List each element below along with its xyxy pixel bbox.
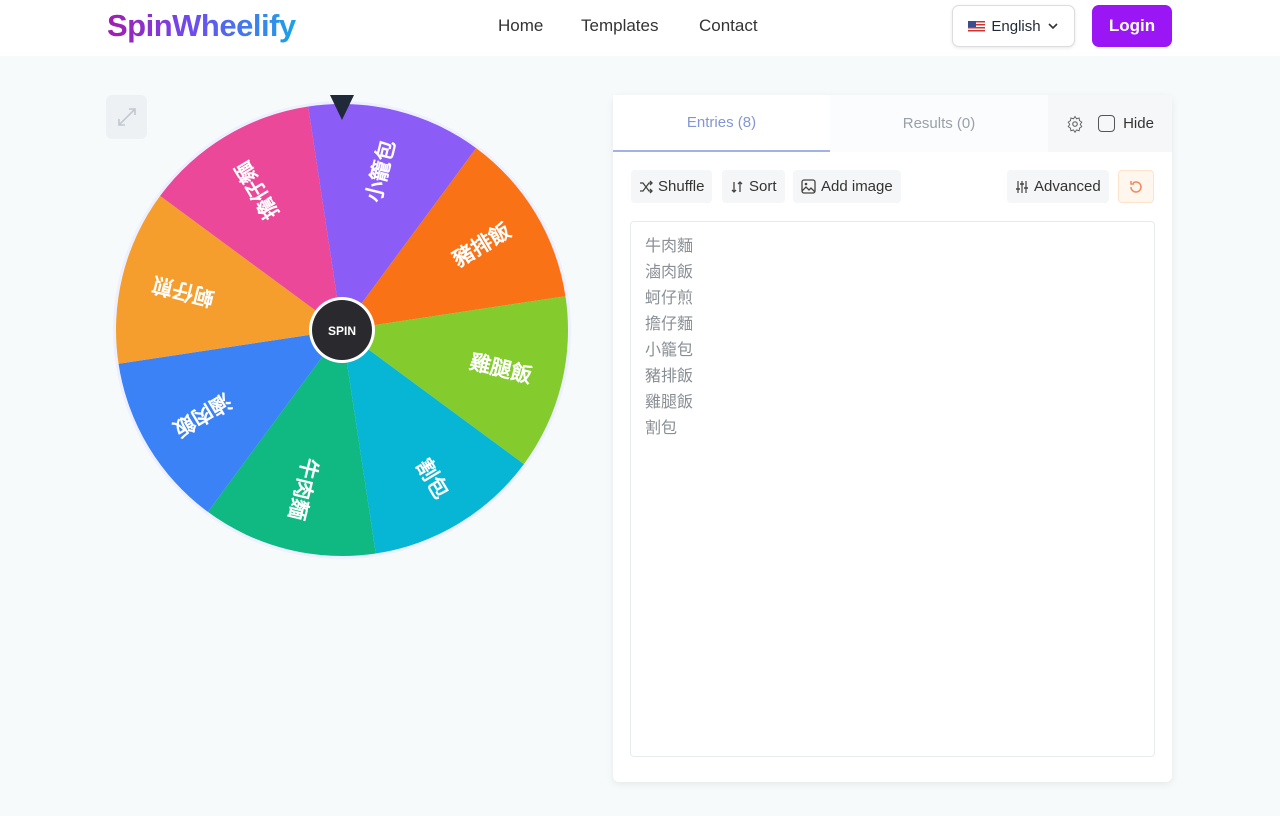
spin-button[interactable]: [312, 300, 372, 360]
reset-button[interactable]: [1118, 170, 1154, 203]
entry-line: 滷肉飯: [645, 264, 694, 281]
sort-label: Sort: [749, 178, 777, 195]
language-label: English: [991, 17, 1041, 35]
gear-icon[interactable]: [1066, 115, 1084, 133]
nav-contact[interactable]: Contact: [699, 16, 758, 35]
wheel-segment: [115, 195, 342, 364]
pointer-icon: [330, 95, 354, 120]
nav-templates[interactable]: Templates: [581, 16, 659, 35]
spin-label: SPIN: [328, 324, 356, 338]
tab-settings-area: Hide: [1048, 95, 1172, 152]
wheel-segment: [342, 330, 524, 554]
wheel-segment: [308, 103, 477, 330]
entry-line: 豬排飯: [645, 368, 694, 385]
hide-toggle[interactable]: Hide: [1098, 115, 1154, 132]
hide-checkbox[interactable]: [1098, 115, 1116, 132]
chevron-down-icon: [1048, 23, 1058, 30]
entry-line: 蚵仔煎: [645, 290, 694, 307]
header: SpinWheelify Home Templates Contact Engl…: [0, 0, 1280, 56]
tab-results[interactable]: Results (0): [830, 95, 1048, 152]
entries-textarea[interactable]: 牛肉麵滷肉飯蚵仔煎擔仔麵小籠包豬排飯雞腿飯割包: [630, 221, 1155, 757]
advanced-label: Advanced: [1034, 178, 1101, 195]
entry-line: 割包: [645, 420, 678, 437]
hide-label: Hide: [1123, 115, 1154, 132]
logo[interactable]: SpinWheelify: [107, 8, 296, 43]
login-button[interactable]: Login: [1092, 5, 1172, 47]
wheel-segment: [342, 148, 566, 330]
wheel-segment: [207, 330, 376, 556]
sliders-icon: [1016, 180, 1028, 193]
entry-line: 小籠包: [645, 342, 694, 359]
reset-icon: [1130, 180, 1142, 193]
nav-home[interactable]: Home: [498, 16, 544, 35]
wheel-segment: [342, 296, 568, 465]
entry-line: 牛肉麵: [645, 238, 694, 255]
entries-panel: Entries (8) Results (0) Hide Shuffle Sor…: [613, 95, 1172, 782]
sort-icon: [731, 180, 743, 193]
wheel-segment: [160, 106, 342, 330]
image-icon: [801, 179, 816, 194]
wheel-segment: [118, 330, 342, 512]
language-select[interactable]: English: [952, 5, 1075, 47]
add-image-button[interactable]: Add image: [793, 170, 901, 203]
sort-button[interactable]: Sort: [722, 170, 785, 203]
us-flag-icon: [968, 20, 986, 32]
entry-line: 擔仔麵: [645, 316, 694, 333]
shuffle-label: Shuffle: [658, 178, 705, 195]
expand-icon: [117, 108, 136, 126]
shuffle-button[interactable]: Shuffle: [631, 170, 713, 203]
shuffle-icon: [640, 180, 653, 193]
add-image-label: Add image: [821, 178, 893, 195]
entry-line: 雞腿飯: [645, 394, 694, 411]
fullscreen-button[interactable]: [106, 95, 147, 139]
advanced-button[interactable]: Advanced: [1007, 170, 1109, 203]
tab-entries[interactable]: Entries (8): [613, 95, 830, 152]
